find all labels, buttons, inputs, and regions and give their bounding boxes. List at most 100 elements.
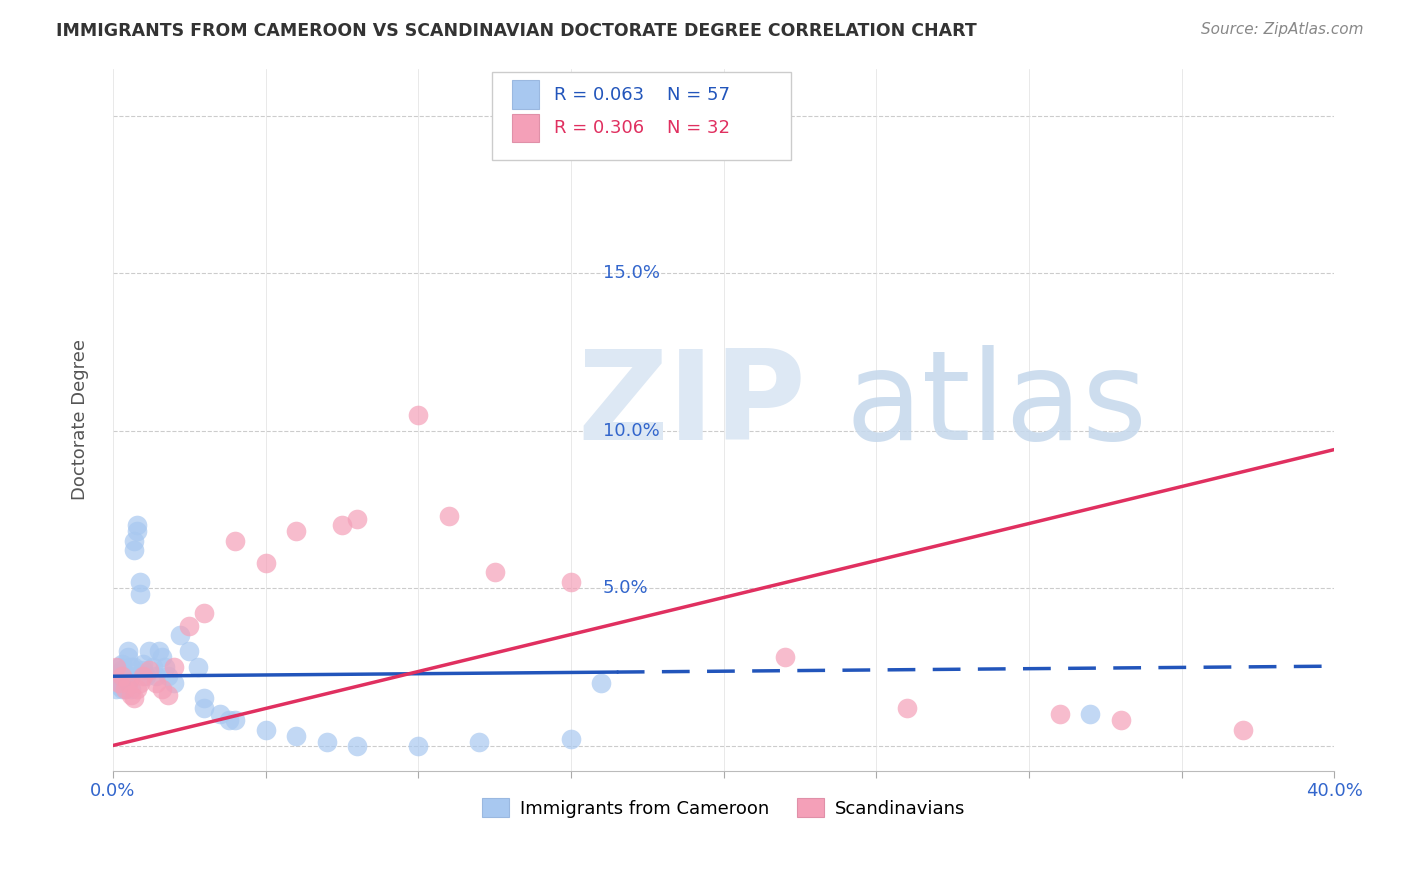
Y-axis label: Doctorate Degree: Doctorate Degree	[72, 339, 89, 500]
Point	[163, 675, 186, 690]
Point	[108, 679, 131, 693]
Point	[153, 660, 176, 674]
Point	[108, 660, 131, 674]
Point	[193, 700, 215, 714]
Point	[330, 518, 353, 533]
Point	[129, 675, 152, 690]
Point	[156, 669, 179, 683]
Point	[114, 675, 136, 690]
Text: IMMIGRANTS FROM CAMEROON VS SCANDINAVIAN DOCTORATE DEGREE CORRELATION CHART: IMMIGRANTS FROM CAMEROON VS SCANDINAVIAN…	[56, 22, 977, 40]
Text: Source: ZipAtlas.com: Source: ZipAtlas.com	[1201, 22, 1364, 37]
Point	[120, 688, 142, 702]
Point	[896, 700, 918, 714]
Point	[142, 660, 165, 674]
Point	[120, 681, 142, 696]
Text: N = 57: N = 57	[668, 86, 731, 103]
Point	[117, 650, 139, 665]
Point	[1078, 706, 1101, 721]
Point	[145, 675, 167, 690]
Point	[108, 675, 131, 690]
Point	[114, 673, 136, 687]
Text: ZIP: ZIP	[576, 345, 806, 466]
Point	[111, 657, 134, 671]
Point	[1049, 706, 1071, 721]
Point	[179, 619, 201, 633]
Point	[163, 660, 186, 674]
Text: 5.0%: 5.0%	[603, 579, 648, 597]
Point	[117, 669, 139, 683]
Point	[437, 508, 460, 523]
Point	[406, 408, 429, 422]
Point	[114, 681, 136, 696]
Text: 15.0%: 15.0%	[603, 264, 659, 282]
Point	[111, 675, 134, 690]
Text: atlas: atlas	[846, 345, 1147, 466]
Point	[127, 524, 149, 539]
Point	[468, 735, 491, 749]
Point	[156, 688, 179, 702]
Point	[179, 644, 201, 658]
Point	[120, 669, 142, 683]
Point	[193, 607, 215, 621]
Bar	[512, 80, 538, 109]
Point	[138, 644, 160, 658]
Point	[315, 735, 337, 749]
Point	[104, 675, 127, 690]
Point	[150, 650, 173, 665]
Point	[148, 644, 170, 658]
Point	[117, 644, 139, 658]
Point	[218, 714, 240, 728]
Point	[346, 739, 368, 753]
Point	[114, 681, 136, 696]
Point	[150, 681, 173, 696]
Point	[560, 574, 582, 589]
Point	[285, 729, 308, 743]
Text: N = 32: N = 32	[668, 120, 731, 137]
Point	[187, 660, 209, 674]
Text: 20.0%: 20.0%	[603, 107, 659, 125]
Point	[132, 669, 155, 683]
Point	[104, 660, 127, 674]
Point	[254, 556, 277, 570]
Point	[117, 675, 139, 690]
Point	[406, 739, 429, 753]
Point	[132, 663, 155, 677]
Point	[560, 732, 582, 747]
Point	[346, 512, 368, 526]
Point	[122, 533, 145, 548]
Point	[591, 675, 613, 690]
Point	[127, 518, 149, 533]
Point	[208, 706, 231, 721]
Point	[120, 660, 142, 674]
Point	[169, 628, 191, 642]
Point	[135, 669, 157, 683]
Point	[122, 543, 145, 558]
Point	[484, 566, 506, 580]
Point	[111, 669, 134, 683]
Point	[129, 587, 152, 601]
Text: R = 0.306: R = 0.306	[554, 120, 644, 137]
Point	[111, 669, 134, 683]
Point	[117, 675, 139, 690]
Text: R = 0.063: R = 0.063	[554, 86, 644, 103]
Point	[108, 673, 131, 687]
Point	[104, 681, 127, 696]
Point	[285, 524, 308, 539]
Point	[108, 666, 131, 681]
Point	[145, 669, 167, 683]
FancyBboxPatch shape	[492, 72, 790, 160]
Point	[127, 681, 149, 696]
Point	[138, 663, 160, 677]
Point	[1232, 723, 1254, 737]
Point	[129, 574, 152, 589]
Point	[111, 663, 134, 677]
Point	[122, 691, 145, 706]
Point	[773, 650, 796, 665]
Point	[224, 533, 246, 548]
Point	[224, 714, 246, 728]
Text: 10.0%: 10.0%	[603, 422, 659, 440]
Legend: Immigrants from Cameroon, Scandinavians: Immigrants from Cameroon, Scandinavians	[475, 791, 972, 825]
Point	[193, 691, 215, 706]
Point	[122, 660, 145, 674]
Point	[666, 140, 689, 154]
